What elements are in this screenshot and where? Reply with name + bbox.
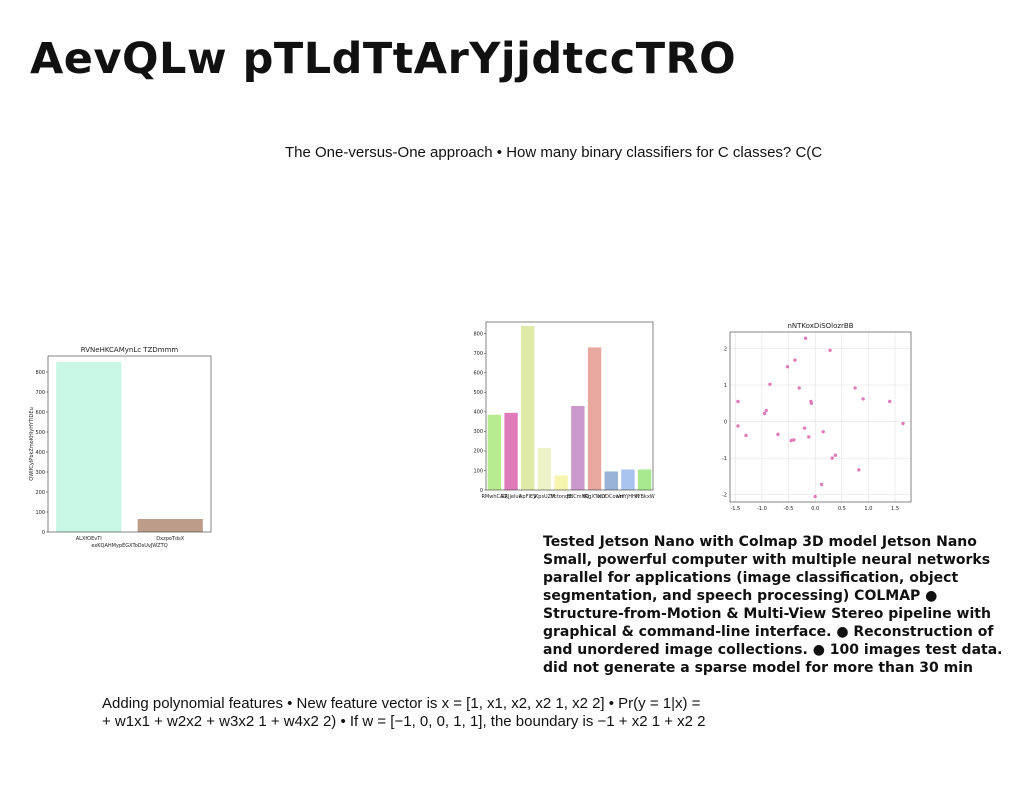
bar xyxy=(56,362,122,532)
x-axis-label: exKQAHMypEGXToDsUvJWZTQ xyxy=(91,543,167,549)
x-tick-label: 0.5 xyxy=(838,506,846,512)
plot-frame xyxy=(729,331,912,503)
y-tick-label: 600 xyxy=(473,371,483,377)
scatter-point xyxy=(807,435,811,439)
y-tick-label: -2 xyxy=(722,492,727,498)
y-tick-label: 300 xyxy=(473,429,483,435)
scatter-point xyxy=(762,411,767,416)
chart-scatter: nNTKoxDiSOlozrBB -1.5 -1.0 -0.5 0.0 0.5 1.0 1.5… xyxy=(722,322,912,512)
x-tick-label: ApFIEV xyxy=(519,494,537,500)
y-tick-label: 800 xyxy=(35,370,45,376)
scatter-point xyxy=(736,424,740,428)
x-tick-label: fRgXTonY xyxy=(583,494,607,500)
y-tick-label: 800 xyxy=(473,332,483,338)
scatter-point xyxy=(828,348,832,352)
x-tick-label: BBCmNQ xyxy=(566,494,589,500)
y-tick-label: 700 xyxy=(35,390,45,396)
y-tick-label: 300 xyxy=(35,470,45,476)
x-tick-label: 1.5 xyxy=(891,506,899,512)
scatter-point xyxy=(888,399,892,404)
scatter-point xyxy=(819,482,824,487)
scatter-point xyxy=(792,438,796,442)
slide-subtitle: The One-versus-One approach • How many b… xyxy=(285,144,823,161)
scatter-point xyxy=(789,438,793,443)
scatter-point xyxy=(736,399,740,404)
scatter-point xyxy=(830,456,834,460)
y-axis-label: QWIfCyIPbkZmoKHIyHYTIDEu xyxy=(29,407,35,480)
scatter-point xyxy=(797,386,801,390)
scatter-point xyxy=(803,336,808,340)
scatter-point xyxy=(802,426,807,430)
x-tick-label: DxzpoTdsX xyxy=(156,536,184,542)
bar xyxy=(504,412,518,490)
x-tick-label: KDDCowm xyxy=(598,494,625,500)
bar xyxy=(537,448,552,490)
y-tick-label: 0 xyxy=(42,530,45,536)
y-tick-label: 200 xyxy=(473,449,483,455)
y-tick-label: 2 xyxy=(724,346,727,352)
bar xyxy=(604,471,618,490)
y-tick-label: 700 xyxy=(473,351,483,357)
bar xyxy=(571,406,585,490)
plot-frame xyxy=(485,321,654,491)
y-tick-label: 0 xyxy=(724,419,727,425)
bar xyxy=(587,347,602,490)
scatter-point xyxy=(813,494,817,499)
chart-bar-1: RVNeHKCAMynLc TZDmmm 0 100 200 300 400 500 600 7… xyxy=(29,346,212,549)
x-tick-label: 0.0 xyxy=(811,506,819,512)
y-tick-label: 600 xyxy=(35,410,45,416)
x-tick-label: -1.5 xyxy=(730,506,740,512)
slide-title: AevQLw pTLdTtArYjjdtccTRO xyxy=(30,34,737,84)
y-tick-label: 400 xyxy=(473,410,483,416)
x-tick-label: JKpsUZM xyxy=(533,494,556,500)
y-tick-label: 0 xyxy=(480,488,483,494)
bar xyxy=(621,469,635,490)
polynomial-line-1: Adding polynomial features • New feature… xyxy=(102,695,701,712)
y-tick-label: 100 xyxy=(35,510,45,516)
scatter-point xyxy=(768,382,772,386)
x-tick-label: 1.0 xyxy=(864,506,872,512)
y-tick-label: 200 xyxy=(35,490,45,496)
x-tick-label: RMwhCAQ xyxy=(481,494,507,500)
y-tick-label: -1 xyxy=(722,456,727,462)
jetson-text: Tested Jetson Nano with Colmap 3D model … xyxy=(543,534,1003,676)
y-tick-label: 400 xyxy=(35,450,45,456)
scatter-point xyxy=(833,453,838,457)
bar xyxy=(521,325,535,490)
y-tick-label: 1 xyxy=(724,383,727,389)
chart-title: RVNeHKCAMynLc TZDmmm xyxy=(81,346,179,354)
chart-title: nNTKoxDiSOlozrBB xyxy=(787,322,853,330)
y-tick-label: 100 xyxy=(473,468,483,474)
scatter-point xyxy=(785,365,790,369)
x-tick-label: VctonqB xyxy=(551,494,573,500)
y-tick-label: 500 xyxy=(35,430,45,436)
x-tick-label: ALXfOEvTI xyxy=(76,536,102,542)
x-tick-label: -1.0 xyxy=(757,506,767,512)
bar xyxy=(637,469,652,490)
scatter-point xyxy=(861,397,865,401)
y-tick-label: 500 xyxy=(473,390,483,396)
x-tick-label: UrfYjHHN xyxy=(616,494,639,500)
bar xyxy=(554,475,568,490)
bar xyxy=(137,519,203,532)
scatter-point xyxy=(821,430,825,434)
polynomial-line-2: + w1x1 + w2x2 + w3x2 1 + w4x2 2) • If w … xyxy=(102,713,706,730)
scatter-point xyxy=(764,408,768,413)
scatter-point xyxy=(744,433,748,438)
scatter-point xyxy=(853,386,857,390)
x-tick-label: GRJjeluk xyxy=(501,494,522,500)
scatter-point xyxy=(793,358,797,362)
x-tick-label: kYBkxW xyxy=(635,494,655,500)
x-tick-label: -0.5 xyxy=(784,506,794,512)
bar xyxy=(487,414,502,490)
scatter-point xyxy=(857,468,861,472)
scatter-point xyxy=(901,421,905,426)
scatter-point xyxy=(809,401,814,405)
plot-frame xyxy=(47,355,212,533)
polynomial-text: Adding polynomial features • New feature… xyxy=(102,695,706,731)
scatter-point xyxy=(776,432,780,437)
chart-bar-2: 0 100 200 300 400 500 600 700 800 RMwhCAQGRJjeluk… xyxy=(473,321,655,500)
